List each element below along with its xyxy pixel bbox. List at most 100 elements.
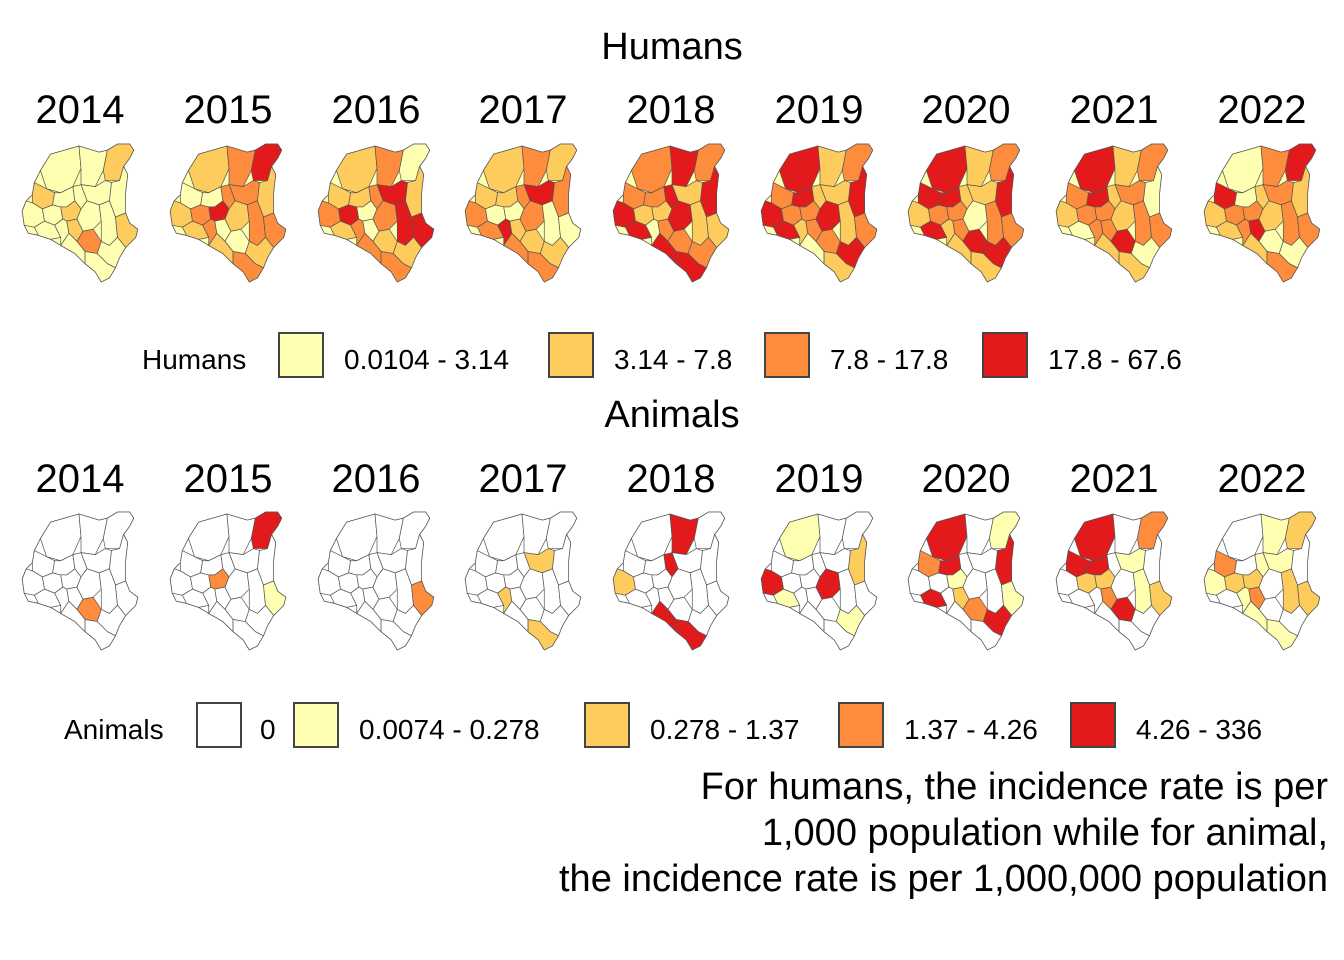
animals-map-svg — [1055, 511, 1173, 651]
caption-line: the incidence rate is per 1,000,000 popu… — [559, 858, 1328, 900]
humans-county-region — [527, 251, 559, 283]
humans-county-region — [102, 143, 135, 181]
humans-county-region — [693, 143, 726, 181]
humans-county-region — [675, 251, 707, 283]
humans-county-region — [1266, 251, 1298, 283]
animals-county-region — [226, 513, 256, 556]
humans-county-region — [250, 143, 283, 181]
humans-map-2015 — [166, 140, 292, 286]
humans-legend-title: Humans — [142, 344, 247, 375]
animals-map-svg — [317, 511, 435, 651]
humans-county-region — [970, 251, 1002, 283]
animals-map-2020 — [904, 508, 1030, 654]
humans-map-2017 — [461, 140, 587, 286]
humans-year-label: 2014 — [35, 88, 125, 132]
humans-map-2022 — [1200, 140, 1326, 286]
animals-map-2018 — [609, 508, 735, 654]
humans-map-svg — [169, 143, 287, 283]
humans-county-region — [232, 251, 264, 283]
animals-legend-label: 0.0074 - 0.278 — [359, 714, 540, 745]
animals-legend-swatch — [1070, 702, 1116, 748]
animals-map-svg — [21, 511, 139, 651]
animals-map-2015 — [166, 508, 292, 654]
animals-map-2016 — [314, 508, 440, 654]
animals-map-svg — [612, 511, 730, 651]
animals-county-region — [817, 513, 847, 556]
humans-map-2021 — [1052, 140, 1178, 286]
animals-map-2019 — [757, 508, 883, 654]
caption-line: 1,000 population while for animal, — [761, 812, 1328, 854]
caption-note: For humans, the incidence rate is per 1,… — [559, 764, 1328, 902]
humans-county-region — [226, 145, 256, 188]
humans-county-region — [1118, 251, 1150, 283]
animals-map-svg — [464, 511, 582, 651]
animals-map-svg — [760, 511, 878, 651]
animals-county-region — [521, 513, 551, 556]
animals-county-region — [964, 513, 994, 556]
humans-map-2020 — [904, 140, 1030, 286]
animals-year-label: 2022 — [1217, 457, 1307, 501]
animals-map-svg — [169, 511, 287, 651]
humans-map-svg — [612, 143, 730, 283]
humans-county-region — [521, 145, 551, 188]
humans-year-label: 2021 — [1069, 88, 1159, 132]
animals-legend-label: 0.278 - 1.37 — [650, 714, 800, 745]
animals-legend-label: 4.26 - 336 — [1136, 714, 1263, 745]
animals-county-region — [1136, 511, 1169, 549]
humans-county-region — [1136, 143, 1169, 181]
humans-county-region — [988, 143, 1021, 181]
animals-county-region — [988, 511, 1021, 549]
animals-county-region — [380, 619, 412, 651]
animals-county-region — [1266, 619, 1298, 651]
animals-county-region — [250, 511, 283, 549]
humans-county-region — [1260, 145, 1290, 188]
humans-county-region — [380, 251, 412, 283]
animals-county-region — [374, 513, 404, 556]
humans-map-svg — [21, 143, 139, 283]
animals-county-region — [102, 511, 135, 549]
animals-panel-title: Animals — [604, 394, 740, 436]
animals-map-2022 — [1200, 508, 1326, 654]
humans-legend-swatch — [982, 332, 1028, 378]
animals-county-region — [84, 619, 116, 651]
humans-map-2018 — [609, 140, 735, 286]
animals-map-svg — [1203, 511, 1321, 651]
humans-county-region — [1284, 143, 1317, 181]
animals-county-region — [841, 511, 874, 549]
humans-legend-label: 0.0104 - 3.14 — [344, 344, 510, 375]
humans-map-svg — [464, 143, 582, 283]
animals-legend-title: Animals — [64, 714, 164, 745]
animals-county-region — [1112, 513, 1142, 556]
humans-county-region — [545, 143, 578, 181]
animals-year-label: 2017 — [478, 457, 568, 501]
animals-year-label: 2018 — [626, 457, 716, 501]
humans-year-label: 2019 — [774, 88, 864, 132]
animals-year-label: 2016 — [331, 457, 421, 501]
animals-map-2014 — [18, 508, 144, 654]
animals-map-2017 — [461, 508, 587, 654]
humans-legend-swatch — [548, 332, 594, 378]
animals-legend-swatch — [838, 702, 884, 748]
humans-map-svg — [1203, 143, 1321, 283]
humans-county-region — [841, 143, 874, 181]
humans-legend-swatch — [764, 332, 810, 378]
animals-county-region — [1284, 511, 1317, 549]
animals-year-label: 2020 — [921, 457, 1011, 501]
humans-map-2019 — [757, 140, 883, 286]
humans-county-region — [78, 145, 108, 188]
humans-map-2014 — [18, 140, 144, 286]
animals-county-region — [693, 511, 726, 549]
humans-county-region — [84, 251, 116, 283]
humans-map-svg — [907, 143, 1025, 283]
animals-year-labels: 2014 2015 2016 2017 2018 2019 2020 2021 … — [0, 459, 1344, 499]
animals-map-2021 — [1052, 508, 1178, 654]
humans-year-label: 2018 — [626, 88, 716, 132]
humans-map-svg — [317, 143, 435, 283]
humans-legend-swatch — [278, 332, 324, 378]
animals-year-label: 2021 — [1069, 457, 1159, 501]
animals-legend-swatch — [196, 702, 242, 748]
animals-legend-swatch — [584, 702, 630, 748]
humans-year-label: 2017 — [478, 88, 568, 132]
animals-year-label: 2014 — [35, 457, 125, 501]
animals-county-region — [669, 513, 699, 556]
